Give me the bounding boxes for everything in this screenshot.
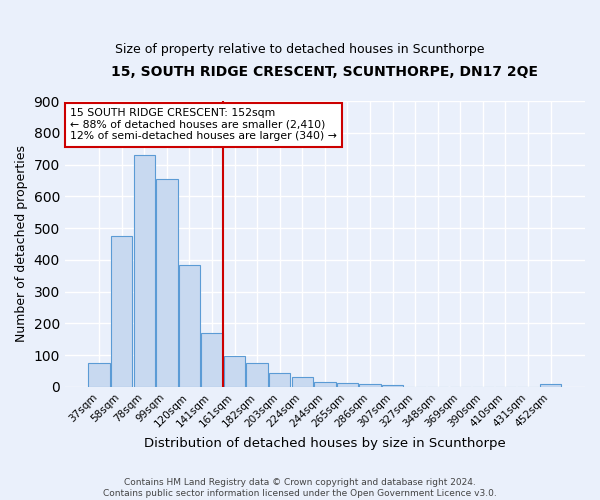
Y-axis label: Number of detached properties: Number of detached properties (15, 146, 28, 342)
Bar (337, 383, 358, 387)
Bar (269, 372, 290, 387)
Text: 15 SOUTH RIDGE CRESCENT: 152sqm
← 88% of detached houses are smaller (2,410)
12%: 15 SOUTH RIDGE CRESCENT: 152sqm ← 88% of… (70, 108, 337, 142)
Bar (224, 356, 245, 387)
Bar (111, 236, 133, 387)
Bar (292, 377, 313, 387)
Bar (88, 363, 110, 387)
Bar (540, 384, 562, 387)
Bar (134, 155, 155, 387)
Bar (156, 179, 178, 387)
X-axis label: Distribution of detached houses by size in Scunthorpe: Distribution of detached houses by size … (144, 437, 506, 450)
Bar (359, 384, 381, 387)
Bar (179, 264, 200, 387)
Text: Size of property relative to detached houses in Scunthorpe: Size of property relative to detached ho… (115, 42, 485, 56)
Bar (382, 386, 403, 387)
Text: Contains HM Land Registry data © Crown copyright and database right 2024.
Contai: Contains HM Land Registry data © Crown c… (103, 478, 497, 498)
Bar (314, 382, 335, 387)
Bar (247, 363, 268, 387)
Title: 15, SOUTH RIDGE CRESCENT, SCUNTHORPE, DN17 2QE: 15, SOUTH RIDGE CRESCENT, SCUNTHORPE, DN… (112, 65, 538, 79)
Bar (202, 333, 223, 387)
